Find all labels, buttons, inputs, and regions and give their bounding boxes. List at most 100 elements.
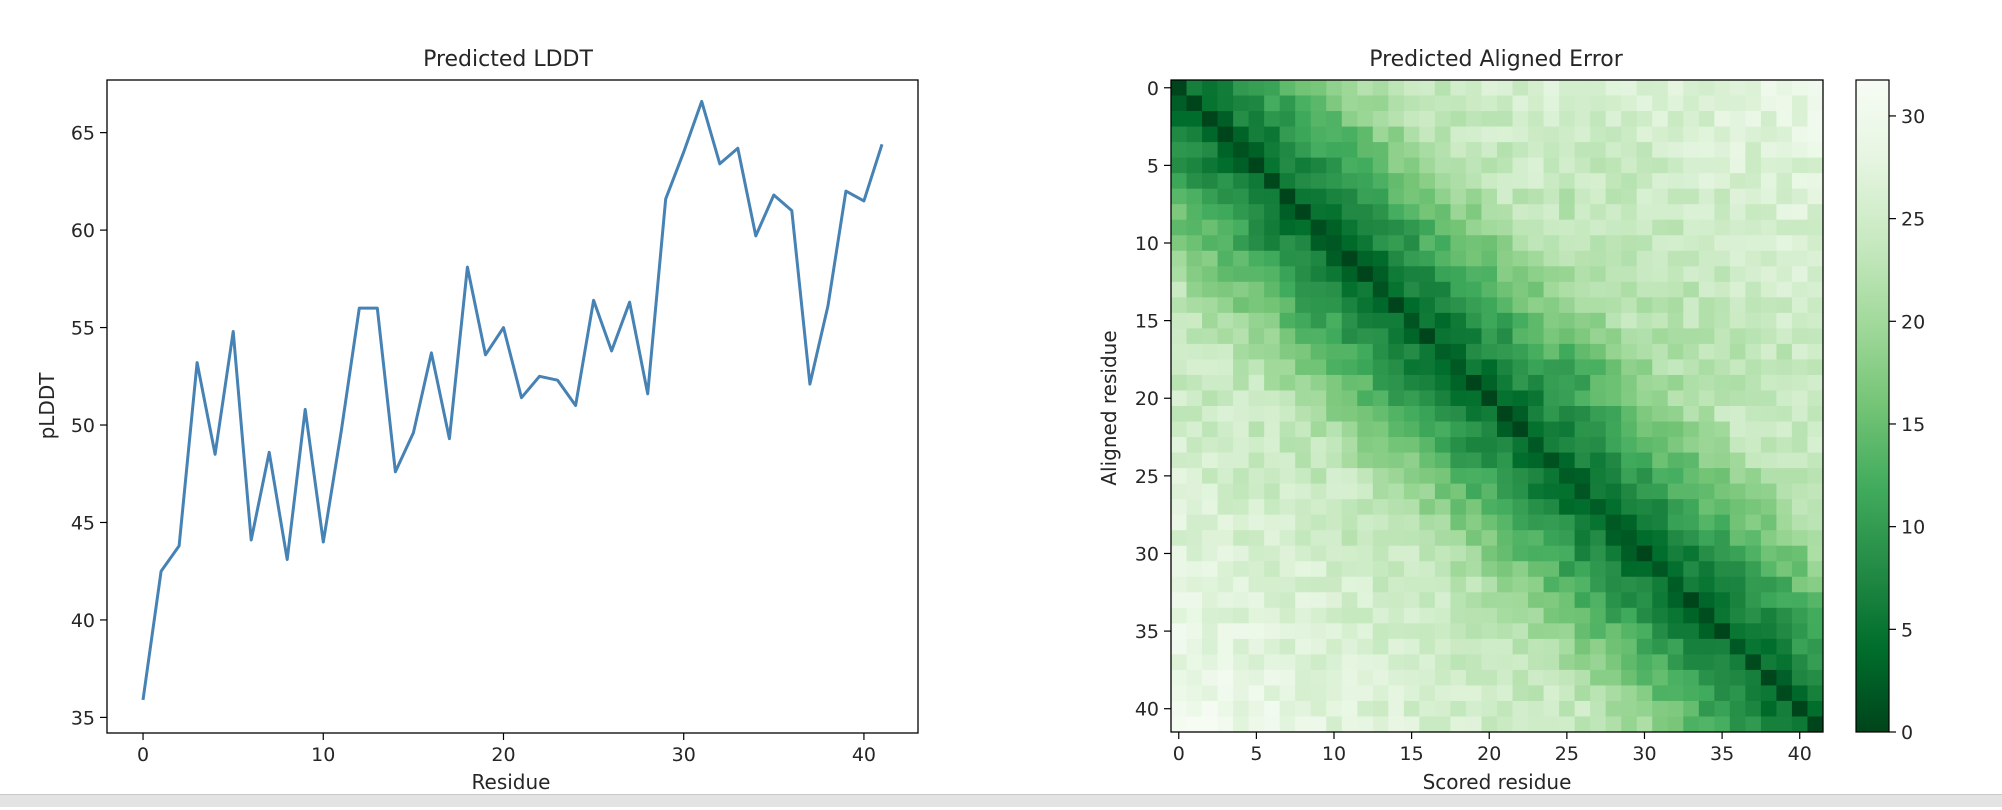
heatmap-cell xyxy=(1729,343,1746,360)
heatmap-cell xyxy=(1217,374,1234,391)
heatmap-cell xyxy=(1357,669,1374,686)
heatmap-cell xyxy=(1326,685,1343,702)
heatmap-cell xyxy=(1372,638,1389,655)
line-x-axis-label: Residue xyxy=(472,770,551,794)
heatmap-cell xyxy=(1512,328,1529,345)
heatmap-cell xyxy=(1217,95,1234,112)
heatmap-cell xyxy=(1760,281,1777,298)
heatmap-cell xyxy=(1698,95,1715,112)
heatmap-cell xyxy=(1171,421,1187,438)
heatmap-cell xyxy=(1528,421,1544,438)
heatmap-cell xyxy=(1621,716,1638,733)
heatmap-cell xyxy=(1248,281,1265,298)
heatmap-cell xyxy=(1605,716,1622,733)
heatmap-cell xyxy=(1543,297,1560,314)
heatmap-cell xyxy=(1279,95,1296,112)
heatmap-cell xyxy=(1760,343,1777,360)
heatmap-cell xyxy=(1481,406,1498,422)
heatmap-cell xyxy=(1574,312,1591,329)
heatmap-cell xyxy=(1760,359,1777,376)
heatmap-cell xyxy=(1683,281,1700,298)
heatmap-cell xyxy=(1202,95,1218,112)
heatmap-cell xyxy=(1388,142,1405,159)
heatmap-cell xyxy=(1745,437,1762,453)
heatmap-cell xyxy=(1264,359,1281,376)
heatmap-cell xyxy=(1497,437,1513,453)
heatmap-cell xyxy=(1357,250,1374,267)
heatmap-cell xyxy=(1217,297,1234,314)
heatmap-cell xyxy=(1807,173,1824,190)
heatmap-cell xyxy=(1202,592,1218,609)
heatmap-cell xyxy=(1357,514,1374,531)
heatmap-cell xyxy=(1760,421,1777,438)
heatmap-cell xyxy=(1760,111,1777,127)
heatmap-cell xyxy=(1497,700,1513,717)
heatmap-cell xyxy=(1636,219,1653,236)
heatmap-cell xyxy=(1543,111,1560,127)
heatmap-cell xyxy=(1295,638,1312,655)
heatmap-cell xyxy=(1465,499,1482,516)
heatmap-cell xyxy=(1652,530,1669,547)
heatmap-cell xyxy=(1652,312,1669,329)
heatmap-cell xyxy=(1621,173,1638,190)
heatmap-cell xyxy=(1388,685,1405,702)
heatmap-cell xyxy=(1745,561,1762,578)
heatmap-cell xyxy=(1465,111,1482,127)
heatmap-cell xyxy=(1310,406,1327,422)
heatmap-cell xyxy=(1388,669,1405,686)
heatmap-cell xyxy=(1481,390,1498,407)
heatmap-cell xyxy=(1481,173,1498,190)
heatmap-cell xyxy=(1683,157,1700,174)
heatmap-cell xyxy=(1745,297,1762,314)
heatmap-cell xyxy=(1186,219,1203,236)
heatmap-cell xyxy=(1186,142,1203,159)
heatmap-cell xyxy=(1667,421,1684,438)
heatmap-cell xyxy=(1683,685,1700,702)
heatmap-cell xyxy=(1279,716,1296,733)
heatmap-cell xyxy=(1217,328,1234,345)
heatmap-cell xyxy=(1388,499,1405,516)
heatmap-cell xyxy=(1465,126,1482,143)
heatmap-cell xyxy=(1760,173,1777,190)
heatmap-cell xyxy=(1652,126,1669,143)
heatmap-cell xyxy=(1667,623,1684,640)
heatmap-cell xyxy=(1310,173,1327,190)
heatmap-cell xyxy=(1202,173,1218,190)
heatmap-cell xyxy=(1683,623,1700,640)
heatmap-cell xyxy=(1683,406,1700,422)
heatmap-cell xyxy=(1186,700,1203,717)
heatmap-cell xyxy=(1559,204,1576,221)
heatmap-cell xyxy=(1636,638,1653,655)
heatmap-cell xyxy=(1419,514,1436,531)
heatmap-cell xyxy=(1248,204,1265,221)
heatmap-cell xyxy=(1512,669,1529,686)
heatmap-cell xyxy=(1636,235,1653,252)
heatmap-cell xyxy=(1465,623,1482,640)
heatmap-cell xyxy=(1559,716,1576,733)
heatmap-cell xyxy=(1388,204,1405,221)
heatmap-cell xyxy=(1559,312,1576,329)
heatmap-cell xyxy=(1807,700,1824,717)
heatmap-cell xyxy=(1465,359,1482,376)
heatmap-cell xyxy=(1543,437,1560,453)
heatmap-cell xyxy=(1714,173,1731,190)
heatmap-cell xyxy=(1171,250,1187,267)
heatmap-cell xyxy=(1248,328,1265,345)
heatmap-cell xyxy=(1295,250,1312,267)
heatmap-cell xyxy=(1279,142,1296,159)
heatmap-cell xyxy=(1326,188,1343,205)
heatmap-cell xyxy=(1559,654,1576,671)
heatmap-cell xyxy=(1760,561,1777,578)
heatmap-cell xyxy=(1233,514,1250,531)
heatmap-cell xyxy=(1403,421,1420,438)
heatmap-cell xyxy=(1233,111,1250,127)
heatmap-cell xyxy=(1310,312,1327,329)
heatmap-cell xyxy=(1372,669,1389,686)
heatmap-cell xyxy=(1357,545,1374,562)
heatmap-cell xyxy=(1791,561,1808,578)
heatmap-cell xyxy=(1357,157,1374,174)
heatmap-cell xyxy=(1403,142,1420,159)
heatmap-cell xyxy=(1512,173,1529,190)
heatmap-cell xyxy=(1202,545,1218,562)
heatmap-cell xyxy=(1357,312,1374,329)
